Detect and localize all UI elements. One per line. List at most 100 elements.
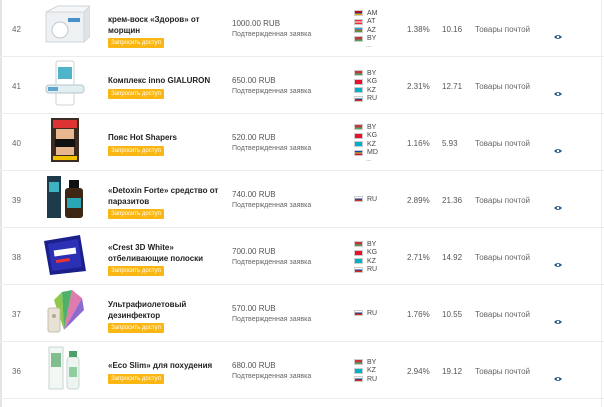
flag-at-icon <box>354 18 363 25</box>
belt-box-icon <box>45 115 85 170</box>
request-access-button[interactable]: Запросить доступ <box>108 323 164 333</box>
row-divider <box>0 227 604 228</box>
request-access-button[interactable]: Запросить доступ <box>108 146 164 156</box>
delivery-type: Товары почтой <box>475 309 531 319</box>
country-item: BY <box>354 123 378 132</box>
flag-kz-icon <box>354 87 363 94</box>
request-access-button[interactable]: Запросить доступ <box>108 266 164 276</box>
delivery-type: Товары почтой <box>475 81 531 91</box>
country-item: KZ <box>354 367 377 376</box>
country-item: KZ <box>354 86 377 95</box>
view-eye-icon[interactable] <box>554 27 562 39</box>
product-thumbnail[interactable] <box>38 174 92 224</box>
table-row: 41 Комплекс inno GIALURON Запросить доступ… <box>0 57 604 114</box>
country-list: AM AT AZ BY... <box>354 9 378 49</box>
approval-status: Подтвержденная заявка <box>232 373 312 380</box>
product-name[interactable]: Пояс Hot Shapers <box>108 133 177 142</box>
country-list: BY KZ RU <box>354 358 377 384</box>
country-item: AZ <box>354 26 378 35</box>
flag-ru-icon <box>354 376 363 383</box>
row-divider <box>0 284 604 285</box>
country-item: KG <box>354 78 377 87</box>
product-name[interactable]: «Eco Slim» для похудения <box>108 361 213 370</box>
slim-bottle-icon <box>43 343 87 398</box>
flag-by-icon <box>354 124 363 131</box>
country-list: BY KG KZ RU <box>354 240 377 274</box>
row-divider <box>0 113 604 114</box>
country-list: RU <box>354 195 377 204</box>
view-eye-icon[interactable] <box>554 369 562 381</box>
flag-kg-icon <box>354 249 363 256</box>
product-thumbnail[interactable] <box>38 60 92 110</box>
detox-bottle-icon <box>43 172 87 227</box>
country-item: BY <box>354 69 377 78</box>
view-eye-icon[interactable] <box>554 312 562 324</box>
country-code: AM <box>367 9 378 17</box>
delivery-type: Товары почтой <box>475 252 531 262</box>
table-row: 38 «Crest 3D White» отбеливающие полоски З… <box>0 228 604 285</box>
country-code: KZ <box>367 367 376 375</box>
product-thumbnail[interactable] <box>38 345 92 395</box>
view-eye-icon[interactable] <box>554 198 562 210</box>
product-thumbnail[interactable] <box>38 288 92 338</box>
offer-id: 42 <box>12 24 21 34</box>
country-item: BY <box>354 240 377 249</box>
country-item: AM <box>354 9 378 18</box>
more-countries: ... <box>366 43 372 49</box>
conversion-rate: 2.89% <box>407 195 430 205</box>
country-code: BY <box>367 69 377 77</box>
offer-id: 39 <box>12 195 21 205</box>
product-thumbnail[interactable] <box>38 3 92 53</box>
approval-status: Подтвержденная заявка <box>232 259 312 266</box>
product-name[interactable]: «Crest 3D White» отбеливающие полоски <box>108 243 204 263</box>
offer-price: 680.00 RUB <box>232 361 276 370</box>
row-divider <box>0 170 604 171</box>
flag-ru-icon <box>354 196 363 203</box>
request-access-button[interactable]: Запросить доступ <box>108 374 164 384</box>
country-code: RU <box>367 309 378 317</box>
conversion-rate: 2.71% <box>407 252 430 262</box>
product-name[interactable]: крем-воск «Здоров» от морщин <box>108 15 200 35</box>
row-divider <box>0 56 604 57</box>
country-item: KZ <box>354 140 378 149</box>
view-eye-icon[interactable] <box>554 84 562 96</box>
flag-ru-icon <box>354 266 363 273</box>
view-eye-icon[interactable] <box>554 141 562 153</box>
epc-value: 14.92 <box>442 252 463 262</box>
flag-kg-icon <box>354 132 363 139</box>
gel-tube-icon <box>40 59 90 112</box>
flag-am-icon <box>354 10 363 17</box>
country-item: RU <box>354 195 377 204</box>
country-item: KZ <box>354 257 377 266</box>
epc-value: 12.71 <box>442 81 463 91</box>
country-code: RU <box>367 266 378 274</box>
product-name[interactable]: Ультрафиолетовый дезинфектор <box>108 300 187 320</box>
product-thumbnail[interactable] <box>38 117 92 167</box>
request-access-button[interactable]: Запросить доступ <box>108 89 164 99</box>
delivery-type: Товары почтой <box>475 24 531 34</box>
epc-value: 21.36 <box>442 195 463 205</box>
request-access-button[interactable]: Запросить доступ <box>108 38 164 48</box>
table-row: 40 Пояс Hot Shapers Запросить доступ 520.00… <box>0 114 604 171</box>
offer-price: 1000.00 RUB <box>232 19 281 28</box>
flag-md-icon <box>354 149 363 156</box>
flag-ru-icon <box>354 95 363 102</box>
product-name[interactable]: «Detoxin Forte» средство от паразитов <box>108 186 219 206</box>
request-access-button[interactable]: Запросить доступ <box>108 209 164 219</box>
conversion-rate: 2.31% <box>407 81 430 91</box>
country-code: KG <box>367 78 378 86</box>
country-item: BY <box>354 35 378 44</box>
country-code: MD <box>367 149 378 157</box>
conversion-rate: 1.38% <box>407 24 430 34</box>
product-name[interactable]: Комплекс inno GIALURON <box>108 76 211 85</box>
flag-az-icon <box>354 27 363 34</box>
product-thumbnail[interactable] <box>38 231 92 281</box>
conversion-rate: 1.16% <box>407 138 430 148</box>
view-eye-icon[interactable] <box>554 255 562 267</box>
offer-price: 740.00 RUB <box>232 190 276 199</box>
delivery-type: Товары почтой <box>475 366 531 376</box>
flag-kz-icon <box>354 141 363 148</box>
approval-status: Подтвержденная заявка <box>232 316 312 323</box>
conversion-rate: 1.76% <box>407 309 430 319</box>
